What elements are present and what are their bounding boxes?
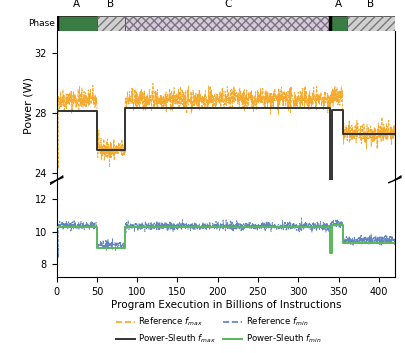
Bar [57,16,97,31]
Text: B: B [367,0,374,9]
Text: A: A [335,0,342,9]
Bar [97,16,125,31]
Bar [97,16,125,31]
Bar [125,16,330,31]
Text: A: A [73,0,80,9]
Y-axis label: Power (W): Power (W) [23,77,33,134]
Bar [330,16,347,31]
Bar [347,16,395,31]
Text: C: C [224,0,232,9]
Bar [347,16,395,31]
Legend: Reference $f_{max}$, Power-Sleuth $f_{max}$, Reference $f_{min}$, Power-Sleuth $: Reference $f_{max}$, Power-Sleuth $f_{ma… [113,312,325,349]
Text: Phase: Phase [28,19,55,28]
Text: B: B [107,0,115,9]
X-axis label: Program Execution in Billions of Instructions: Program Execution in Billions of Instruc… [111,300,341,310]
Bar [125,16,330,31]
